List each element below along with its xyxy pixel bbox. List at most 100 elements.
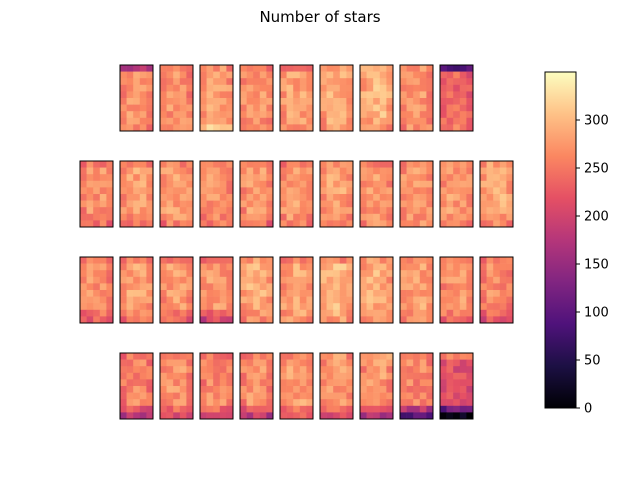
heatmap-cell	[400, 316, 407, 324]
heatmap-cell	[499, 200, 507, 208]
heatmap-cell	[453, 316, 461, 324]
heatmap-cell	[453, 353, 461, 360]
heatmap-cell	[206, 366, 214, 374]
heatmap-cell	[413, 270, 421, 278]
heatmap-cell	[206, 296, 214, 304]
heatmap-cell	[426, 283, 434, 291]
heatmap-cell	[419, 270, 427, 278]
heatmap-cell	[266, 104, 274, 112]
heatmap-cell	[333, 187, 341, 195]
heatmap-cell	[286, 257, 294, 264]
heatmap-cell	[253, 263, 261, 271]
heatmap-cell	[299, 372, 307, 380]
heatmap-cell	[306, 187, 314, 195]
heatmap-cell	[280, 379, 287, 387]
heatmap-cell	[293, 98, 301, 105]
panel-r2-p11	[479, 160, 514, 228]
heatmap-cell	[466, 270, 474, 278]
heatmap-cell	[459, 117, 467, 125]
heatmap-cell	[453, 283, 461, 291]
heatmap-cell	[160, 392, 167, 400]
heatmap-cell	[133, 386, 141, 393]
heatmap-cell	[280, 276, 287, 284]
heatmap-cell	[266, 91, 274, 99]
heatmap-cell	[280, 303, 287, 311]
heatmap-cell	[173, 124, 181, 132]
heatmap-cell	[139, 276, 147, 284]
heatmap-cell	[259, 207, 267, 215]
heatmap-cell	[286, 194, 294, 201]
heatmap-cell	[419, 180, 427, 188]
heatmap-cell	[280, 405, 287, 413]
heatmap-cell	[286, 276, 294, 284]
heatmap-cell	[240, 161, 247, 168]
heatmap-cell	[139, 187, 147, 195]
heatmap-cell	[366, 167, 374, 175]
heatmap-cell	[400, 296, 407, 304]
heatmap-cell	[126, 65, 134, 72]
heatmap-cell	[293, 316, 301, 324]
heatmap-cell	[259, 366, 267, 374]
heatmap-cell	[266, 386, 274, 393]
heatmap-cell	[186, 104, 194, 112]
heatmap-cell	[419, 296, 427, 304]
heatmap-cell	[400, 78, 407, 86]
heatmap-cell	[146, 276, 154, 284]
heatmap-cell	[453, 392, 461, 400]
heatmap-cell	[419, 213, 427, 221]
heatmap-cell	[379, 270, 387, 278]
heatmap-cell	[106, 263, 114, 271]
heatmap-cell	[373, 257, 381, 264]
heatmap-cell	[366, 263, 374, 271]
heatmap-cell	[120, 270, 127, 278]
panel-r4-p6	[319, 352, 354, 420]
heatmap-cell	[346, 270, 354, 278]
heatmap-cell	[186, 296, 194, 304]
heatmap-cell	[299, 213, 307, 221]
heatmap-cell	[346, 412, 354, 420]
heatmap-cell	[346, 405, 354, 413]
heatmap-cell	[259, 213, 267, 221]
heatmap-cell	[293, 270, 301, 278]
heatmap-cell	[373, 379, 381, 387]
heatmap-cell	[466, 290, 474, 297]
heatmap-cell	[306, 316, 314, 324]
heatmap-cell	[213, 174, 221, 182]
heatmap-cell	[173, 194, 181, 201]
heatmap-cell	[219, 296, 227, 304]
heatmap-cell	[86, 309, 94, 317]
heatmap-cell	[360, 399, 367, 407]
heatmap-cell	[506, 200, 514, 208]
heatmap-cell	[253, 104, 261, 112]
heatmap-cell	[106, 309, 114, 317]
heatmap-cell	[373, 78, 381, 86]
heatmap-cell	[419, 309, 427, 317]
heatmap-cell	[459, 276, 467, 284]
heatmap-cell	[120, 65, 127, 72]
heatmap-cell	[99, 167, 107, 175]
heatmap-cell	[386, 207, 394, 215]
heatmap-cell	[413, 283, 421, 291]
heatmap-cell	[299, 296, 307, 304]
heatmap-cell	[306, 71, 314, 79]
heatmap-cell	[160, 399, 167, 407]
panel-frame	[159, 352, 194, 420]
heatmap-cell	[126, 386, 134, 393]
heatmap-cell	[126, 78, 134, 86]
heatmap-cell	[266, 220, 274, 228]
heatmap-cell	[266, 379, 274, 387]
heatmap-cell	[320, 180, 327, 188]
heatmap-cell	[506, 296, 514, 304]
heatmap-cell	[213, 167, 221, 175]
heatmap-cell	[440, 117, 447, 125]
panel-r3-p1	[79, 256, 114, 324]
heatmap-cell	[206, 257, 214, 264]
heatmap-cell	[259, 296, 267, 304]
heatmap-cell	[459, 257, 467, 264]
heatmap-cell	[126, 167, 134, 175]
heatmap-cell	[166, 276, 174, 284]
heatmap-cell	[286, 78, 294, 86]
heatmap-cell	[219, 359, 227, 367]
heatmap-cell	[226, 200, 234, 208]
